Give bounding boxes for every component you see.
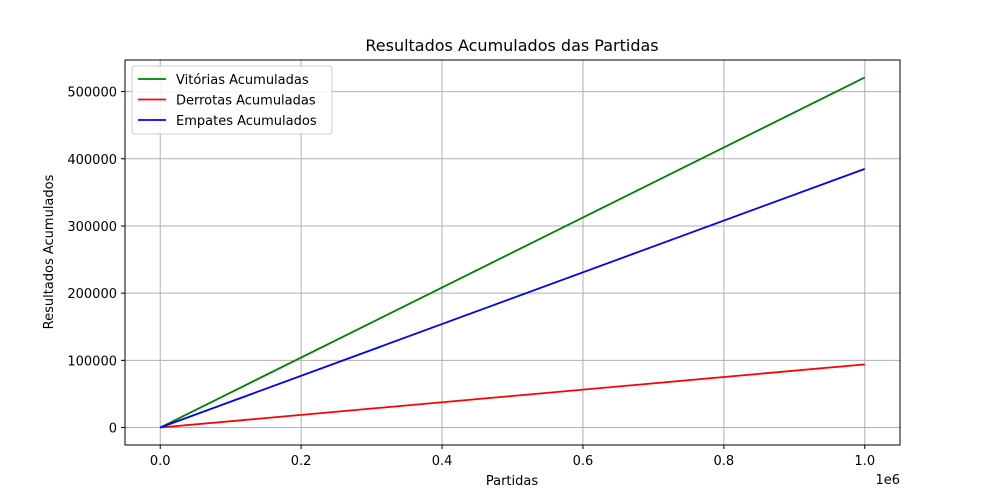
y-tick-label: 0 [109, 422, 117, 437]
legend-label: Derrotas Acumuladas [176, 94, 316, 109]
series-lines [159, 76, 866, 429]
x-tick-label: 1.0 [854, 454, 875, 469]
x-tick-label: 0.6 [573, 454, 594, 469]
y-tick-label: 300000 [67, 220, 117, 235]
series-line [159, 76, 866, 429]
legend-label: Vitórias Acumuladas [176, 73, 309, 88]
x-tick-label: 0.2 [291, 454, 312, 469]
y-tick-label: 500000 [67, 86, 117, 101]
series-line [160, 363, 865, 429]
y-tick-label: 200000 [67, 287, 117, 302]
x-tick-label: 0.8 [714, 454, 735, 469]
legend-label: Empates Acumulados [176, 114, 317, 129]
y-tick-label: 400000 [67, 153, 117, 168]
x-axis: 0.0 0.2 0.4 0.6 0.8 1.0 [150, 445, 875, 469]
series-line [159, 168, 866, 429]
x-tick-label: 0.0 [150, 454, 171, 469]
x-axis-label: Partidas [486, 474, 538, 489]
chart-title: Resultados Acumulados das Partidas [365, 36, 658, 55]
y-tick-label: 100000 [67, 354, 117, 369]
grid [125, 60, 900, 445]
x-axis-offset-label: 1e6 [875, 473, 900, 488]
legend: Vitórias Acumuladas Derrotas Acumuladas Em… [131, 65, 333, 135]
y-axis-label: Resultados Acumulados [42, 174, 57, 329]
y-axis: 0 100000 200000 300000 400000 500000 [67, 86, 125, 437]
legend-box [131, 65, 333, 135]
plot-frame [124, 59, 901, 446]
x-tick-label: 0.4 [432, 454, 453, 469]
